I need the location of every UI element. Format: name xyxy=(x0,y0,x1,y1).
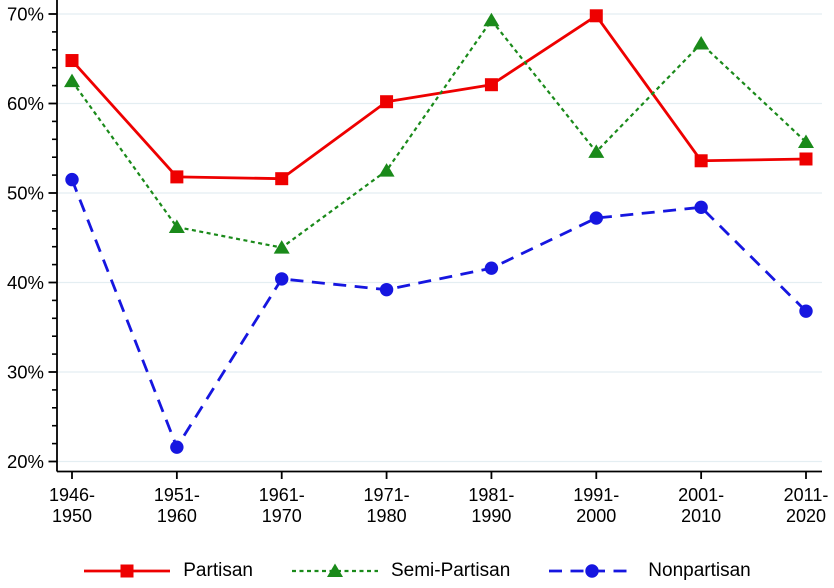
x-axis-tick-label: 1981-1990 xyxy=(468,485,514,526)
semi-partisan-marker xyxy=(483,12,500,27)
nonpartisan-line xyxy=(70,179,807,449)
nonpartisan-marker xyxy=(694,200,708,215)
partisan-marker xyxy=(65,54,79,68)
nonpartisan-marker xyxy=(799,304,813,318)
series-partisan xyxy=(65,9,813,186)
semi-partisan-marker xyxy=(64,73,80,88)
x-axis-tick-label: 1961-1970 xyxy=(259,485,305,526)
x-axis-tick-label: 1971-1980 xyxy=(364,485,410,526)
y-axis-tick-label: 70% xyxy=(7,4,44,25)
nonpartisan-marker xyxy=(379,282,394,297)
x-axis: 1946-1950 1951-1960 1961-1970 1971-1980 1981… xyxy=(49,471,829,526)
partisan-marker xyxy=(380,95,394,109)
nonpartisan-marker xyxy=(275,272,289,286)
nonpartisan-marker xyxy=(589,211,603,225)
gridlines xyxy=(57,13,822,463)
partisan-marker xyxy=(275,172,289,186)
legend-label: Nonpartisan xyxy=(648,560,751,581)
x-axis-tick-label: 1951-1960 xyxy=(154,485,200,526)
y-axis-tick-label: 30% xyxy=(7,362,44,383)
semi-partisan-line xyxy=(71,19,807,249)
legend-item-semi-partisan: Semi-Partisan xyxy=(291,560,510,582)
semi-partisan-marker xyxy=(797,134,814,148)
x-axis-tick-label: 1946-1950 xyxy=(49,485,95,526)
y-axis: 20% 30% 40% 50% 60% 70% xyxy=(7,4,57,472)
series-nonpartisan xyxy=(65,172,813,454)
y-axis-tick-label: 60% xyxy=(7,93,44,114)
legend-label: Semi-Partisan xyxy=(390,560,511,581)
semi-partisan-legend-swatch-icon xyxy=(291,563,378,577)
partisan-legend-swatch-icon xyxy=(84,564,171,578)
nonpartisan-marker xyxy=(170,440,184,454)
legend-label: Partisan xyxy=(183,560,253,581)
semi-partisan-marker xyxy=(168,219,185,234)
partisan-marker xyxy=(589,9,603,23)
partisan-line xyxy=(70,14,807,181)
partisan-marker xyxy=(694,154,708,168)
chart-legend: Partisan Semi-Partisan Nonpartisan xyxy=(0,560,834,582)
y-axis-tick-label: 50% xyxy=(7,183,44,204)
y-axis-tick-label: 40% xyxy=(7,272,44,293)
semi-partisan-marker xyxy=(378,163,395,177)
x-axis-tick-label: 2011-2020 xyxy=(784,485,829,526)
legend-item-nonpartisan: Nonpartisan xyxy=(548,560,751,582)
nonpartisan-marker xyxy=(65,172,79,187)
nonpartisan-marker xyxy=(484,261,499,275)
partisan-marker xyxy=(484,78,498,92)
axes xyxy=(56,0,822,473)
x-axis-tick-label: 2001-2010 xyxy=(678,485,724,526)
nonpartisan-legend-swatch-icon xyxy=(549,564,636,578)
semi-partisan-marker xyxy=(273,240,290,254)
legend-item-partisan: Partisan xyxy=(83,560,253,582)
x-axis-tick-label: 1991-2000 xyxy=(573,485,619,526)
semi-partisan-marker xyxy=(588,144,605,158)
semi-partisan-marker xyxy=(693,36,710,50)
partisan-marker xyxy=(170,170,184,184)
y-axis-tick-label: 20% xyxy=(7,451,44,472)
partisan-marker xyxy=(799,152,813,166)
series-semi-partisan xyxy=(64,12,814,254)
